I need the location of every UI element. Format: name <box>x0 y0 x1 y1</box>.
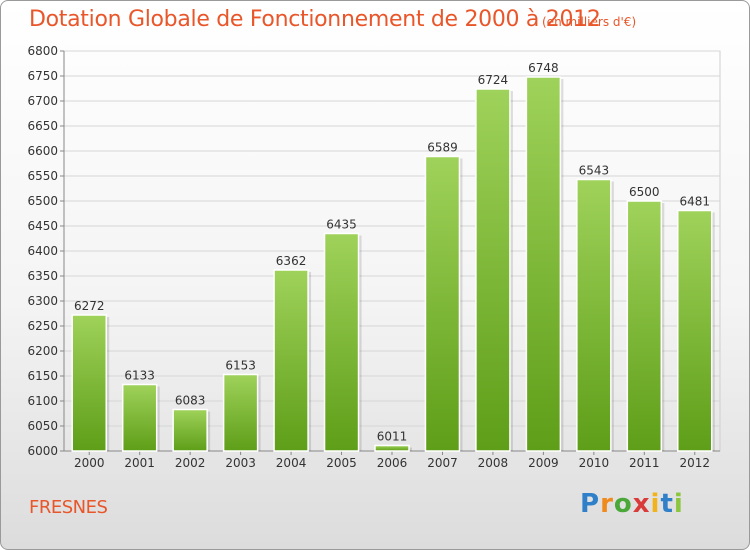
data-label: 6083 <box>175 394 206 408</box>
data-label: 6272 <box>74 299 105 313</box>
x-tick-label: 2009 <box>528 456 559 470</box>
x-tick-label: 2004 <box>276 456 307 470</box>
data-label: 6362 <box>276 254 307 268</box>
data-label: 6500 <box>629 185 660 199</box>
bar-2010 <box>576 178 612 452</box>
bar-2009 <box>525 76 562 452</box>
data-label: 6724 <box>478 73 509 87</box>
x-tick-label: 2010 <box>579 456 610 470</box>
y-tick-label: 6750 <box>27 69 58 83</box>
bar-2008 <box>475 88 511 452</box>
x-tick-label: 2012 <box>679 456 710 470</box>
y-tick-label: 6000 <box>27 444 58 458</box>
x-tick-label: 2003 <box>225 456 256 470</box>
data-label: 6011 <box>377 430 408 444</box>
y-tick-label: 6200 <box>27 344 58 358</box>
data-label: 6543 <box>579 164 610 178</box>
y-tick-label: 6350 <box>27 269 58 283</box>
y-tick-label: 6450 <box>27 219 58 233</box>
y-tick-label: 6250 <box>27 319 58 333</box>
bar-2003 <box>222 373 259 452</box>
data-label: 6748 <box>528 61 559 75</box>
y-tick-label: 6650 <box>27 119 58 133</box>
y-tick-label: 6050 <box>27 419 58 433</box>
y-tick-label: 6600 <box>27 144 58 158</box>
y-tick-label: 6550 <box>27 169 58 183</box>
data-label: 6481 <box>679 195 710 209</box>
bar-2004 <box>273 269 309 452</box>
bar-2011 <box>626 200 663 452</box>
bar-2012 <box>677 209 713 452</box>
x-tick-label: 2000 <box>74 456 105 470</box>
x-tick-label: 2008 <box>478 456 509 470</box>
x-tick-label: 2007 <box>427 456 458 470</box>
bar-2007 <box>424 155 461 452</box>
y-tick-label: 6150 <box>27 369 58 383</box>
y-tick-label: 6400 <box>27 244 58 258</box>
x-tick-label: 2006 <box>377 456 408 470</box>
proxiti-logo[interactable]: Proxiti <box>580 489 684 519</box>
bar-2005 <box>323 232 360 452</box>
chart-title: Dotation Globale de Fonctionnement de 20… <box>29 7 601 32</box>
place-name: FRESNES <box>29 497 108 518</box>
y-tick-label: 6800 <box>27 44 58 58</box>
chart-unit: (en milliers d'€) <box>542 15 637 29</box>
bar-2006 <box>374 444 410 452</box>
x-tick-label: 2002 <box>175 456 206 470</box>
x-tick-label: 2011 <box>629 456 660 470</box>
data-label: 6589 <box>427 141 458 155</box>
x-tick-label: 2001 <box>124 456 155 470</box>
data-label: 6133 <box>124 369 155 383</box>
y-tick-label: 6300 <box>27 294 58 308</box>
bar-2001 <box>121 383 158 452</box>
x-tick-label: 2005 <box>326 456 357 470</box>
bar-2000 <box>71 314 107 452</box>
y-tick-label: 6100 <box>27 394 58 408</box>
y-tick-label: 6700 <box>27 94 58 108</box>
data-label: 6435 <box>326 218 357 232</box>
data-label: 6153 <box>225 359 256 373</box>
y-tick-label: 6500 <box>27 194 58 208</box>
bar-2002 <box>172 408 208 452</box>
